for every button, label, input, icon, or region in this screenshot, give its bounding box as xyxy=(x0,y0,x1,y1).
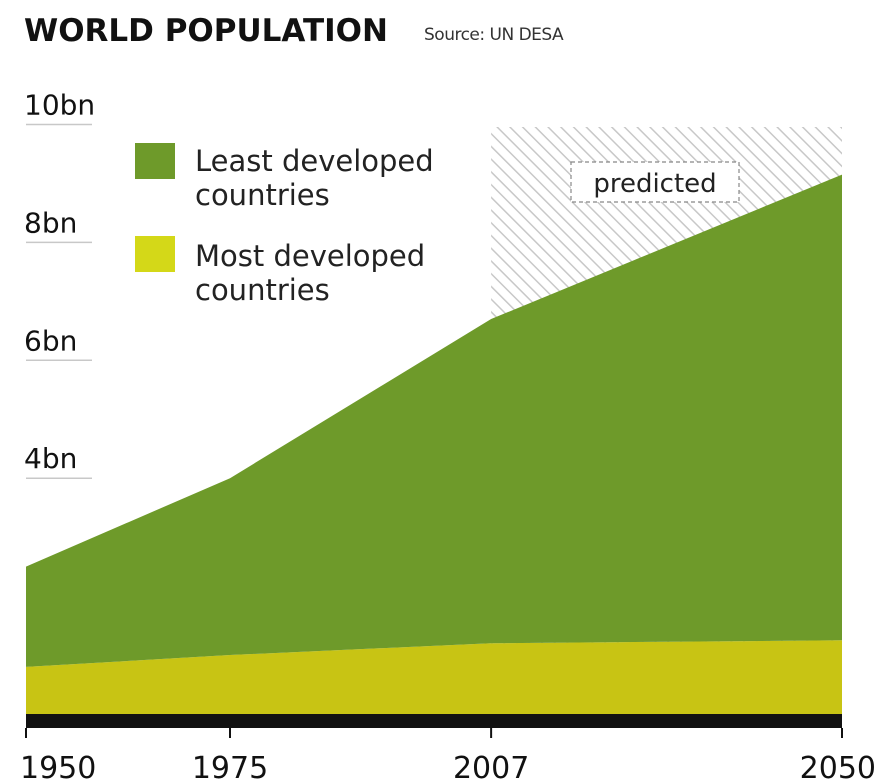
predicted-label: predicted xyxy=(593,169,716,199)
baseline-bar xyxy=(26,714,842,728)
area-least-developed xyxy=(26,174,842,667)
chart-title: WORLD POPULATION xyxy=(24,13,388,49)
x-tick-label: 2007 xyxy=(453,751,529,782)
y-tick-label: 10bn xyxy=(24,88,95,121)
y-tick-label: 8bn xyxy=(24,206,77,239)
y-tick-label: 6bn xyxy=(24,324,77,357)
x-tick-label: 1950 xyxy=(20,751,96,782)
legend-label: Least developed xyxy=(195,144,434,178)
area-most-developed xyxy=(26,640,842,714)
predicted-annotation: predicted xyxy=(570,161,740,203)
legend-label: countries xyxy=(195,273,330,307)
legend-label: Most developed xyxy=(195,239,425,273)
x-tick-label: 2050 xyxy=(800,751,876,782)
y-tick-label: 4bn xyxy=(24,442,77,475)
legend-label: countries xyxy=(195,178,330,212)
legend-swatch xyxy=(135,236,175,272)
legend-swatch xyxy=(135,143,175,179)
chart-source: Source: UN DESA xyxy=(424,25,564,45)
x-tick-label: 1975 xyxy=(192,751,268,782)
